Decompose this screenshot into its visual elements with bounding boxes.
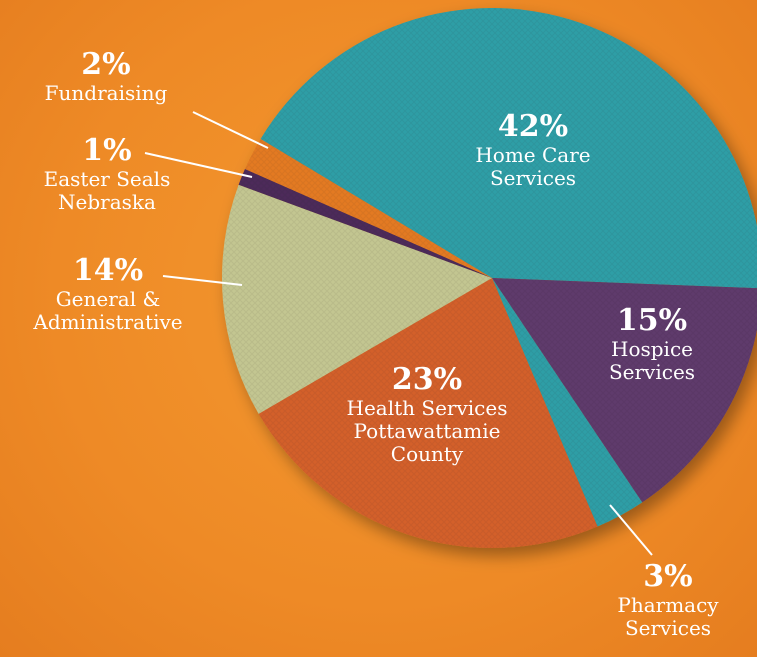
value-label: 42%: [497, 109, 569, 144]
category-label: Hospice Services: [608, 337, 696, 384]
category-label: General & Administrative: [33, 287, 183, 334]
value-label: 23%: [391, 362, 463, 397]
leader-line: [192, 111, 269, 149]
value-label: 14%: [72, 253, 144, 288]
value-label: 3%: [643, 559, 693, 594]
category-label: Health Services Pottawattamie County: [346, 396, 508, 466]
slice-label: 42% Home Care Services: [458, 110, 608, 190]
category-label: Home Care Services: [475, 143, 591, 190]
slice-label: 14% General & Administrative: [3, 254, 213, 334]
slice-label: 2% Fundraising: [21, 48, 191, 105]
pie: [222, 8, 757, 548]
slice-label: 15% Hospice Services: [592, 304, 712, 384]
category-label: Fundraising: [44, 81, 168, 105]
value-label: 2%: [81, 47, 131, 82]
slice-label: 23% Health Services Pottawattamie County: [322, 363, 532, 466]
value-label: 1%: [82, 133, 132, 168]
value-label: 15%: [616, 303, 688, 338]
slice-label: 1% Easter Seals Nebraska: [32, 134, 182, 214]
texture: [222, 8, 757, 548]
leader-line: [609, 504, 653, 556]
leader-lines: [144, 111, 653, 556]
leader-line: [144, 152, 253, 178]
leader-line: [162, 275, 243, 286]
category-label: Easter Seals Nebraska: [43, 167, 171, 214]
category-label: Pharmacy Services: [617, 593, 719, 640]
slice-label: 3% Pharmacy Services: [598, 560, 738, 640]
